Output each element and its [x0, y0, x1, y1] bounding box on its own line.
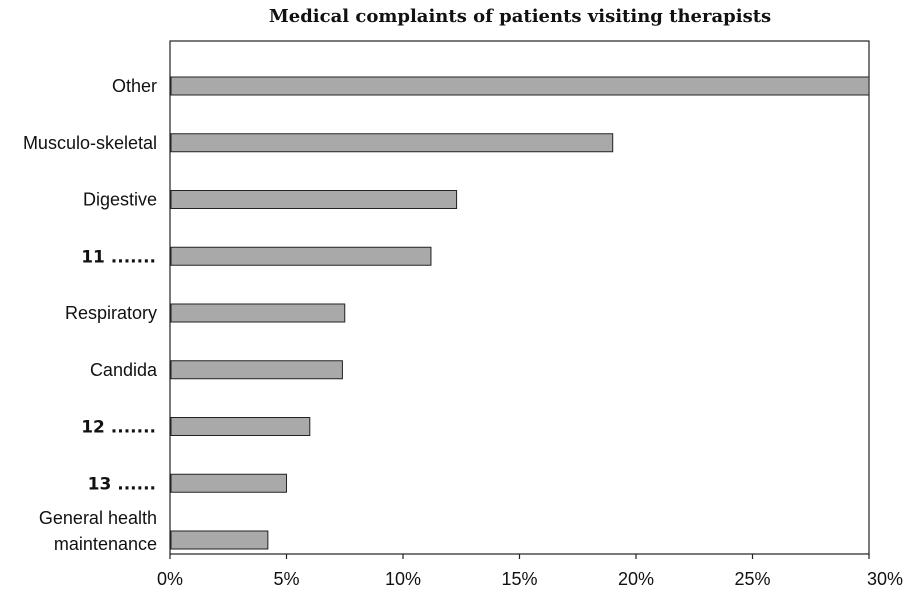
x-tick-label: 15%	[501, 569, 537, 589]
x-tick-label: 10%	[385, 569, 421, 589]
bar-other	[170, 76, 870, 96]
x-tick-label: 5%	[273, 569, 299, 589]
category-label-11: 11 .......	[81, 247, 156, 267]
category-label-musculo-skeletal: Musculo-skeletal	[23, 133, 157, 153]
category-label-general-health-maintenance: General health maintenance	[39, 508, 157, 554]
x-axis-ticks: 0% 5% 10% 15% 20% 25% 30%	[157, 554, 903, 589]
bar-general-health-maintenance	[170, 530, 269, 550]
bar-12	[170, 417, 311, 436]
bar-digestive	[170, 190, 458, 209]
category-label-digestive: Digestive	[83, 190, 157, 210]
chart-title: Medical complaints of patients visiting …	[269, 6, 771, 27]
x-tick-label: 0%	[157, 569, 183, 589]
bars-group	[170, 76, 870, 550]
bar-respiratory	[170, 303, 346, 323]
category-label-other: Other	[112, 76, 157, 96]
category-label-candida: Candida	[90, 360, 158, 380]
x-tick-label: 25%	[734, 569, 770, 589]
category-label-12: 12 .......	[81, 418, 156, 438]
category-label-respiratory: Respiratory	[65, 303, 157, 323]
category-labels: Other Musculo-skeletal Digestive 11 .......…	[23, 76, 158, 554]
x-tick-label: 20%	[618, 569, 654, 589]
bar-11	[170, 246, 432, 266]
bar-musculo-skeletal	[170, 133, 614, 153]
category-label-13: 13 ......	[88, 474, 156, 494]
bar-candida	[170, 360, 343, 380]
x-tick-label: 30%	[867, 569, 903, 589]
bar-13	[170, 473, 287, 493]
